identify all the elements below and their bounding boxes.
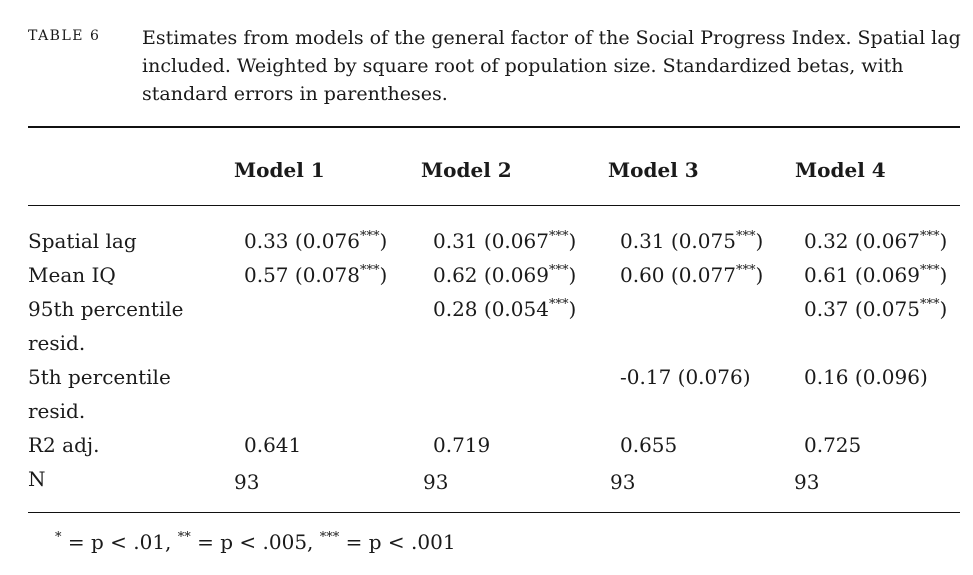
cell-close-paren: ) [755, 229, 764, 253]
table-cell: 0.33 (0.076***) [244, 224, 387, 258]
cell-value: 0.16 (0.096) [804, 365, 928, 389]
row-label: R2 adj. [28, 433, 100, 457]
significance-stars: *** [735, 229, 756, 244]
column-header: Model 2 [421, 158, 512, 182]
cell-value: 0.60 (0.077 [620, 263, 736, 287]
row-label: 5th percentile resid. [28, 365, 171, 423]
cell-value: 0.62 (0.069 [433, 263, 549, 287]
cell-close-paren: ) [568, 229, 577, 253]
table-cell: 0.60 (0.077***) [620, 258, 763, 292]
footnote-star: * [55, 530, 62, 545]
column-header: Model 3 [608, 158, 699, 182]
cell-close-paren: ) [379, 229, 388, 253]
row-label: Spatial lag [28, 229, 137, 253]
cell-value: -0.17 (0.076) [620, 365, 751, 389]
table-cell: 0.28 (0.054***) [433, 292, 576, 326]
significance-stars: *** [735, 263, 756, 278]
cell-value: 93 [234, 470, 260, 494]
significance-stars: *** [548, 263, 569, 278]
table-cell: 0.641 [244, 428, 301, 462]
footnote-text: = p < .01, [61, 530, 178, 554]
cell-value: 0.61 (0.069 [804, 263, 920, 287]
significance-stars: *** [919, 297, 940, 312]
cell-value: 93 [423, 470, 449, 494]
significance-stars: *** [919, 229, 940, 244]
significance-stars: *** [359, 229, 380, 244]
table-cell: 0.719 [433, 428, 490, 462]
table-cell: 0.37 (0.075***) [804, 292, 947, 326]
footnote-text: = p < .005, [190, 530, 320, 554]
significance-stars: *** [359, 263, 380, 278]
cell-value: 0.641 [244, 433, 302, 457]
cell-value: 0.57 (0.078 [244, 263, 360, 287]
cell-close-paren: ) [939, 229, 948, 253]
cell-value: 93 [794, 470, 820, 494]
table-cell: 0.61 (0.069***) [804, 258, 947, 292]
significance-stars: *** [548, 297, 569, 312]
table-cell: 0.16 (0.096) [804, 360, 928, 394]
table-caption: Estimates from models of the general fac… [142, 27, 961, 105]
table-cell: 0.32 (0.067***) [804, 224, 947, 258]
table-cell: 0.31 (0.075***) [620, 224, 763, 258]
column-header: Model 1 [234, 158, 325, 182]
top-rule [28, 126, 960, 128]
cell-value: 0.655 [620, 433, 678, 457]
significance-stars: *** [919, 263, 940, 278]
table-cell: 93 [610, 465, 635, 499]
table-cell: 0.655 [620, 428, 677, 462]
table-cell: 0.57 (0.078***) [244, 258, 387, 292]
footnote-star: *** [319, 530, 340, 545]
cell-value: 0.725 [804, 433, 862, 457]
bottom-rule [28, 512, 960, 513]
cell-close-paren: ) [568, 263, 577, 287]
row-label: 95th percentile resid. [28, 297, 184, 355]
footnote: * = p < .01, ** = p < .005, *** = p < .0… [55, 530, 456, 554]
cell-close-paren: ) [379, 263, 388, 287]
cell-close-paren: ) [755, 263, 764, 287]
table-cell: 93 [234, 465, 259, 499]
table-cell: 0.725 [804, 428, 861, 462]
table-cell: 0.31 (0.067***) [433, 224, 576, 258]
footnote-text: = p < .001 [339, 530, 456, 554]
table-label: TABLE 6 [28, 28, 101, 44]
cell-value: 0.32 (0.067 [804, 229, 920, 253]
row-label: Mean IQ [28, 263, 116, 287]
column-header: Model 4 [795, 158, 886, 182]
cell-value: 0.31 (0.067 [433, 229, 549, 253]
table-cell: 93 [794, 465, 819, 499]
cell-close-paren: ) [568, 297, 577, 321]
table-cell: 0.62 (0.069***) [433, 258, 576, 292]
row-label: N [28, 467, 46, 491]
cell-close-paren: ) [939, 263, 948, 287]
header-rule [28, 205, 960, 206]
cell-value: 0.37 (0.075 [804, 297, 920, 321]
footnote-star: ** [177, 530, 191, 545]
cell-close-paren: ) [939, 297, 948, 321]
table-cell: 93 [423, 465, 448, 499]
cell-value: 93 [610, 470, 636, 494]
cell-value: 0.31 (0.075 [620, 229, 736, 253]
significance-stars: *** [548, 229, 569, 244]
cell-value: 0.719 [433, 433, 491, 457]
cell-value: 0.28 (0.054 [433, 297, 549, 321]
cell-value: 0.33 (0.076 [244, 229, 360, 253]
table-cell: -0.17 (0.076) [620, 360, 751, 394]
